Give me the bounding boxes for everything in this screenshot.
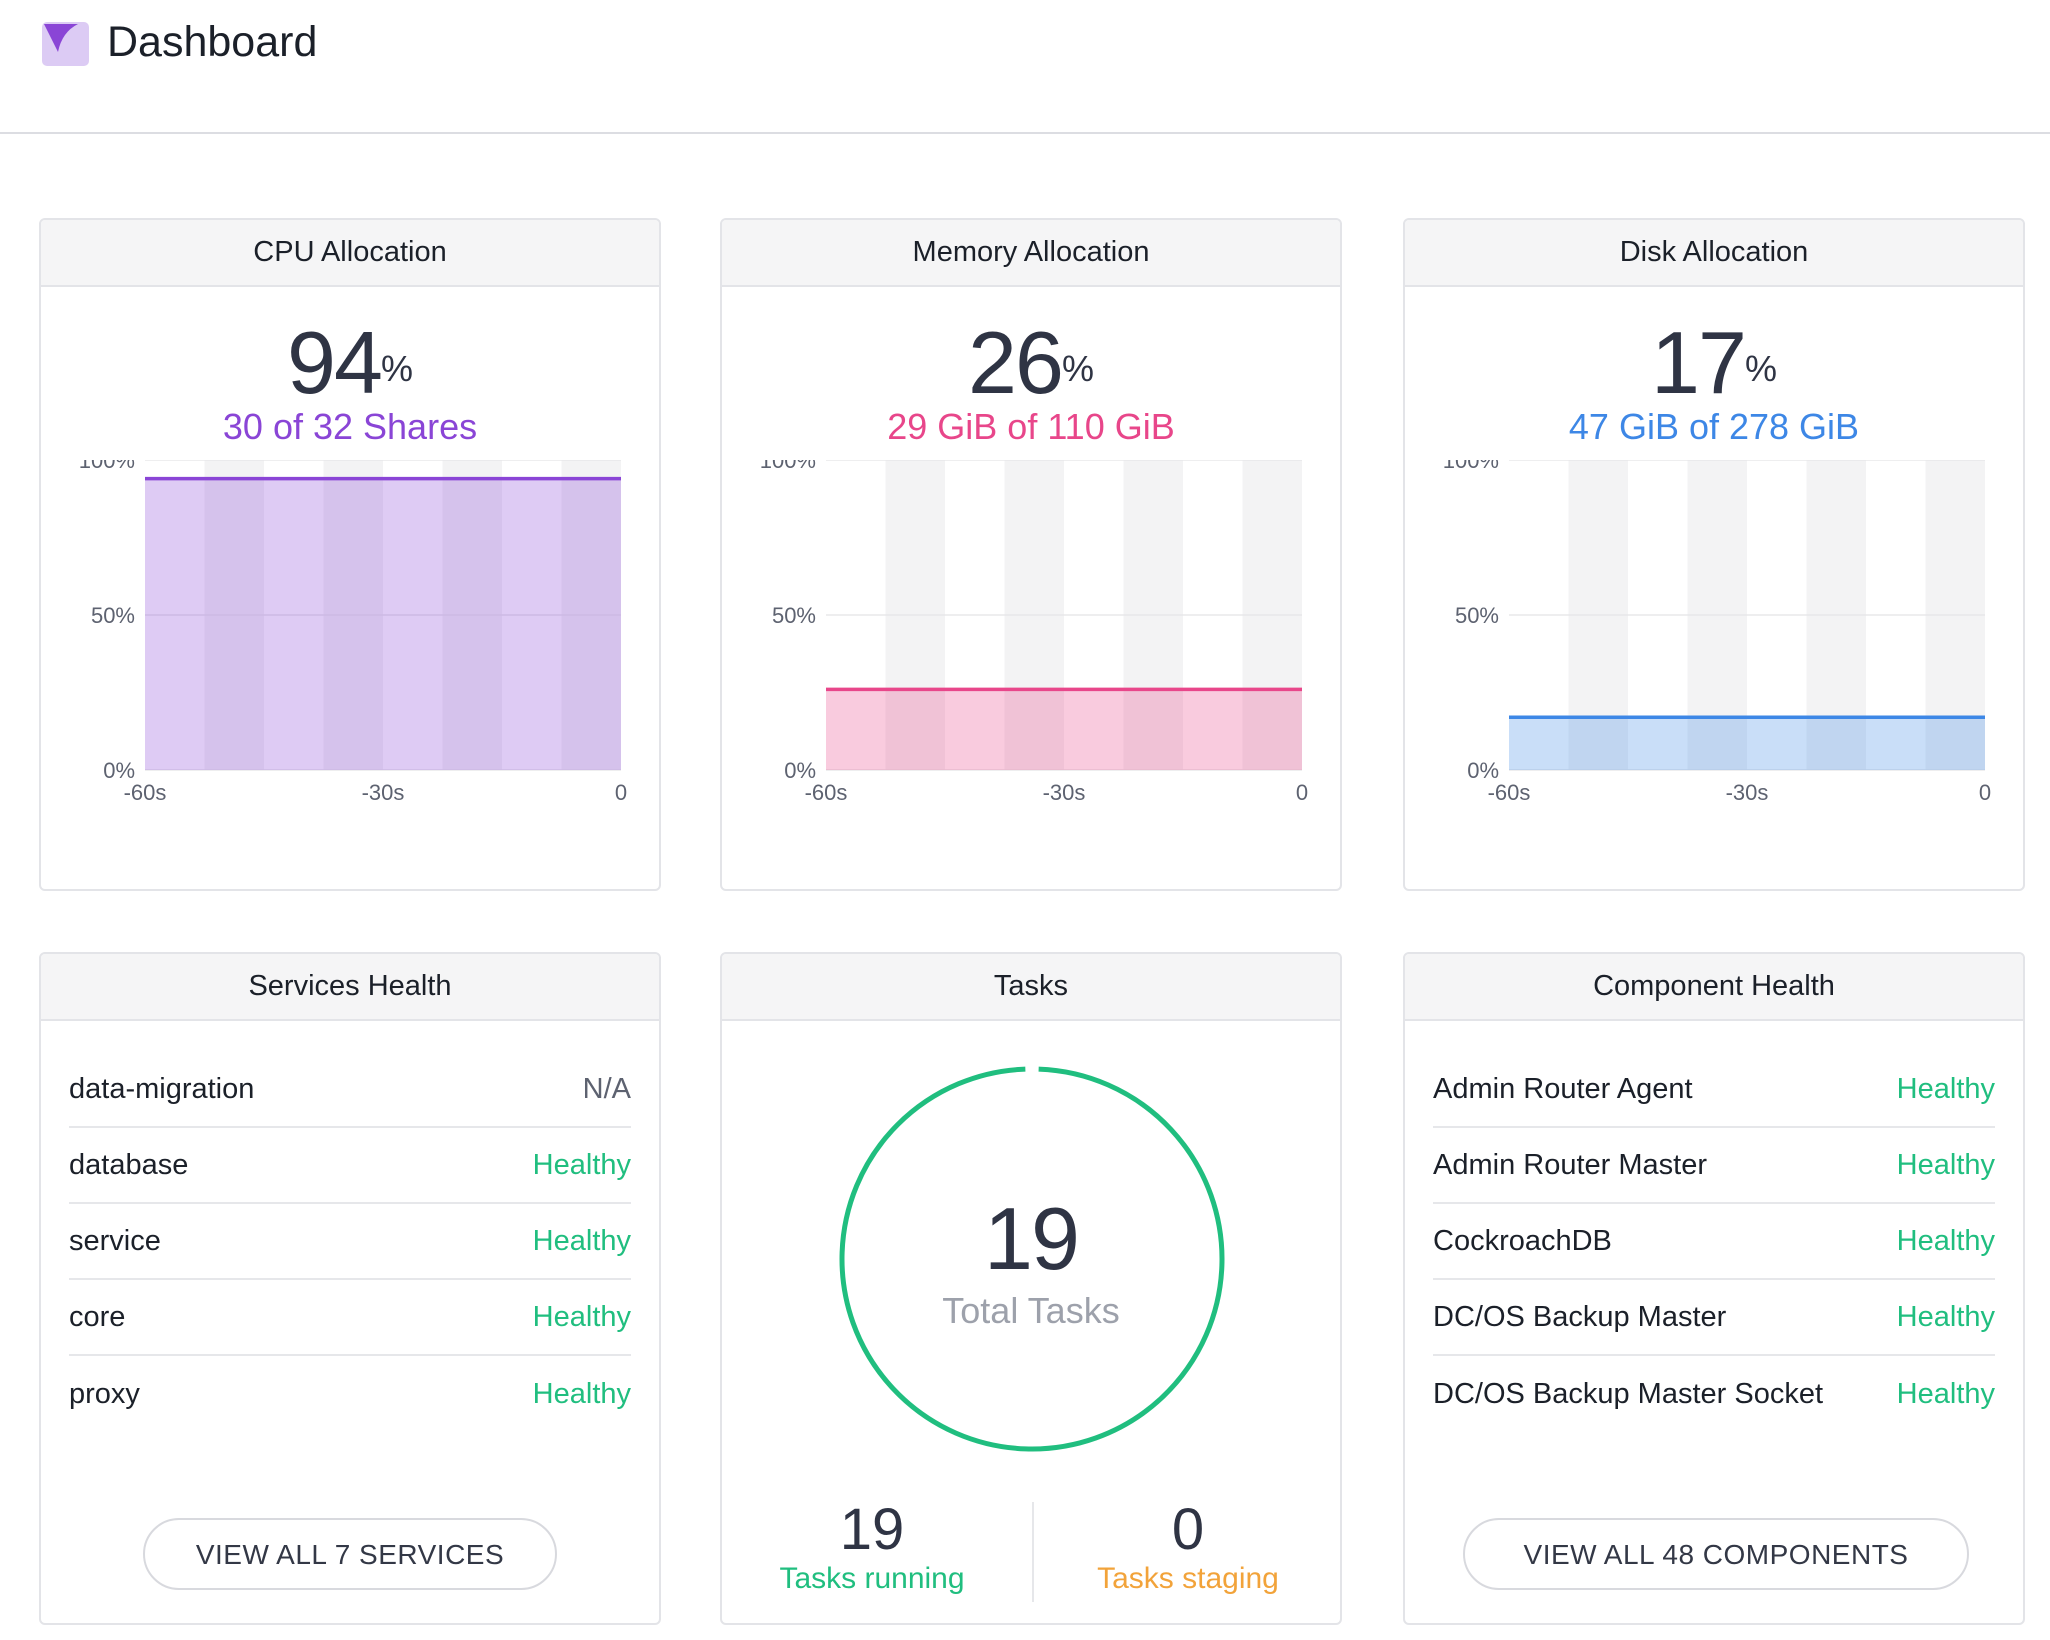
- disk-percent: 17%: [1651, 313, 1777, 412]
- disk-allocation-panel: Disk Allocation 17% 47 GiB of 278 GiB 10…: [1403, 218, 2025, 891]
- series-area: [1509, 717, 1985, 770]
- series-area: [826, 689, 1302, 770]
- x-tick-label: 0: [615, 780, 627, 805]
- list-item[interactable]: database Healthy: [69, 1128, 631, 1204]
- tasks-panel: Tasks 19 Total Tasks 19 Tasks running 0 …: [720, 952, 1342, 1625]
- x-tick-label: -30s: [362, 780, 405, 805]
- x-tick-label: -30s: [1043, 780, 1086, 805]
- memory-allocation-panel: Memory Allocation 26% 29 GiB of 110 GiB …: [720, 218, 1342, 891]
- y-tick-label: 0%: [784, 758, 816, 783]
- tasks-ring-chart: [839, 1066, 1225, 1452]
- x-tick-label: -60s: [1488, 780, 1531, 805]
- y-tick-label: 0%: [103, 758, 135, 783]
- panel-title: Tasks: [722, 954, 1340, 1021]
- list-item[interactable]: service Healthy: [69, 1204, 631, 1280]
- memory-summary: 29 GiB of 110 GiB: [887, 406, 1175, 447]
- stat-divider: [1032, 1502, 1034, 1602]
- component-health-panel: Component Health Admin Router Agent Healt…: [1403, 952, 2025, 1625]
- y-tick-label: 100%: [760, 460, 816, 473]
- top-bar: Dashboard: [0, 0, 2050, 134]
- tasks-staging-label: Tasks staging: [1097, 1562, 1279, 1595]
- tasks-running-label: Tasks running: [779, 1562, 965, 1595]
- list-item[interactable]: DC/OS Backup Master Socket Healthy: [1433, 1377, 1995, 1410]
- x-tick-label: 0: [1979, 780, 1991, 805]
- cpu-allocation-panel: CPU Allocation 94% 30 of 32 Shares 100% 5…: [39, 218, 661, 891]
- panel-title: CPU Allocation: [41, 220, 659, 287]
- x-tick-label: -60s: [124, 780, 167, 805]
- panel-title: Component Health: [1405, 954, 2023, 1021]
- dashboard-logo-icon: [42, 22, 89, 66]
- view-all-services-button[interactable]: VIEW ALL 7 SERVICES: [143, 1518, 557, 1590]
- tasks-staging-count: 0: [1171, 1497, 1205, 1562]
- list-item[interactable]: core Healthy: [69, 1280, 631, 1356]
- page-title: Dashboard: [107, 18, 318, 66]
- x-tick-label: 0: [1296, 780, 1308, 805]
- list-item[interactable]: CockroachDB Healthy: [1433, 1204, 1995, 1280]
- y-tick-label: 50%: [1455, 603, 1499, 628]
- tasks-running-stat: 19 Tasks running: [722, 1499, 1022, 1597]
- cpu-summary: 30 of 32 Shares: [222, 406, 478, 447]
- y-tick-label: 100%: [79, 460, 135, 473]
- list-item[interactable]: Admin Router Master Healthy: [1433, 1128, 1995, 1204]
- list-item[interactable]: proxy Healthy: [69, 1377, 631, 1410]
- x-tick-label: -30s: [1726, 780, 1769, 805]
- services-health-panel: Services Health data-migration N/A databa…: [39, 952, 661, 1625]
- y-tick-label: 50%: [91, 603, 135, 628]
- cpu-chart: 100% 50% 0%-60s -30s 0: [79, 460, 627, 805]
- total-tasks-count: 19: [984, 1189, 1080, 1288]
- cpu-percent: 94%: [287, 313, 413, 412]
- panel-title: Services Health: [41, 954, 659, 1021]
- tasks-running-count: 19: [839, 1497, 905, 1562]
- y-tick-label: 100%: [1443, 460, 1499, 473]
- services-list: data-migration N/A database Healthy servic…: [69, 1052, 631, 1432]
- series-area: [145, 478, 621, 770]
- panel-title: Memory Allocation: [722, 220, 1340, 287]
- panel-title: Disk Allocation: [1405, 220, 2023, 287]
- list-item[interactable]: data-migration N/A: [69, 1052, 631, 1128]
- memory-chart: 100% 50% 0%-60s -30s 0: [760, 460, 1308, 805]
- total-tasks-label: Total Tasks: [942, 1290, 1120, 1331]
- view-all-components-button[interactable]: VIEW ALL 48 COMPONENTS: [1463, 1518, 1969, 1590]
- disk-summary: 47 GiB of 278 GiB: [1568, 406, 1860, 447]
- memory-percent: 26%: [968, 313, 1094, 412]
- x-tick-label: -60s: [805, 780, 848, 805]
- components-list: Admin Router Agent Healthy Admin Router M…: [1433, 1052, 1995, 1432]
- y-tick-label: 50%: [772, 603, 816, 628]
- list-item[interactable]: DC/OS Backup Master Healthy: [1433, 1280, 1995, 1356]
- y-tick-label: 0%: [1467, 758, 1499, 783]
- disk-chart: 100% 50% 0%-60s -30s 0: [1443, 460, 1991, 805]
- list-item[interactable]: Admin Router Agent Healthy: [1433, 1052, 1995, 1128]
- tasks-staging-stat: 0 Tasks staging: [1038, 1499, 1338, 1597]
